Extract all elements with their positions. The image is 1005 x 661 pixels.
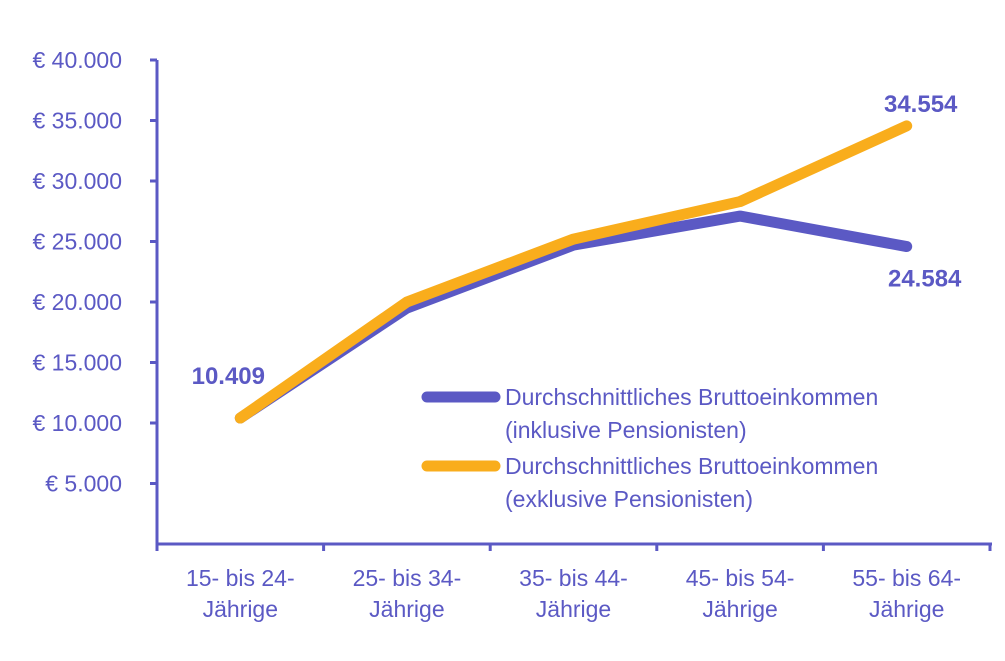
series-line-1 bbox=[234, 120, 913, 424]
x-tick-label: 15- bis 24-Jährige bbox=[186, 565, 295, 622]
legend-label: Durchschnittliches Bruttoeinkommen (exklu… bbox=[505, 453, 878, 512]
x-axis-ticks: 15- bis 24-Jährige 25- bis 34-Jährige 35- … bbox=[155, 544, 992, 622]
y-tick-label: € 40.000 bbox=[32, 47, 122, 73]
y-tick-label: € 30.000 bbox=[32, 168, 122, 194]
data-label: 24.584 bbox=[888, 266, 962, 293]
data-label: 10.409 bbox=[192, 363, 265, 390]
y-tick-label: € 20.000 bbox=[32, 289, 122, 315]
x-tick-label: 45- bis 54-Jährige bbox=[686, 565, 795, 622]
x-tick-label: 55- bis 64-Jährige bbox=[852, 565, 961, 622]
data-labels: 10.409 34.554 24.584 bbox=[192, 91, 962, 390]
series-lines bbox=[234, 120, 913, 424]
y-tick-label: € 15.000 bbox=[32, 350, 122, 376]
y-tick-label: € 10.000 bbox=[32, 410, 122, 436]
y-tick-label: € 25.000 bbox=[32, 229, 122, 255]
x-tick-label: 25- bis 34-Jährige bbox=[353, 565, 462, 622]
y-tick-label: € 35.000 bbox=[32, 108, 122, 134]
y-axis-ticks: € 5.000 € 10.000 € 15.000 € 20.000 € 25.000 €… bbox=[32, 47, 157, 497]
y-tick-label: € 5.000 bbox=[45, 471, 122, 497]
x-tick-label: 35- bis 44-Jährige bbox=[519, 565, 628, 622]
legend-label: Durchschnittliches Bruttoeinkommen (inklu… bbox=[505, 384, 878, 443]
legend: Durchschnittliches Bruttoeinkommen (inklu… bbox=[421, 384, 878, 512]
data-label: 34.554 bbox=[884, 91, 958, 118]
